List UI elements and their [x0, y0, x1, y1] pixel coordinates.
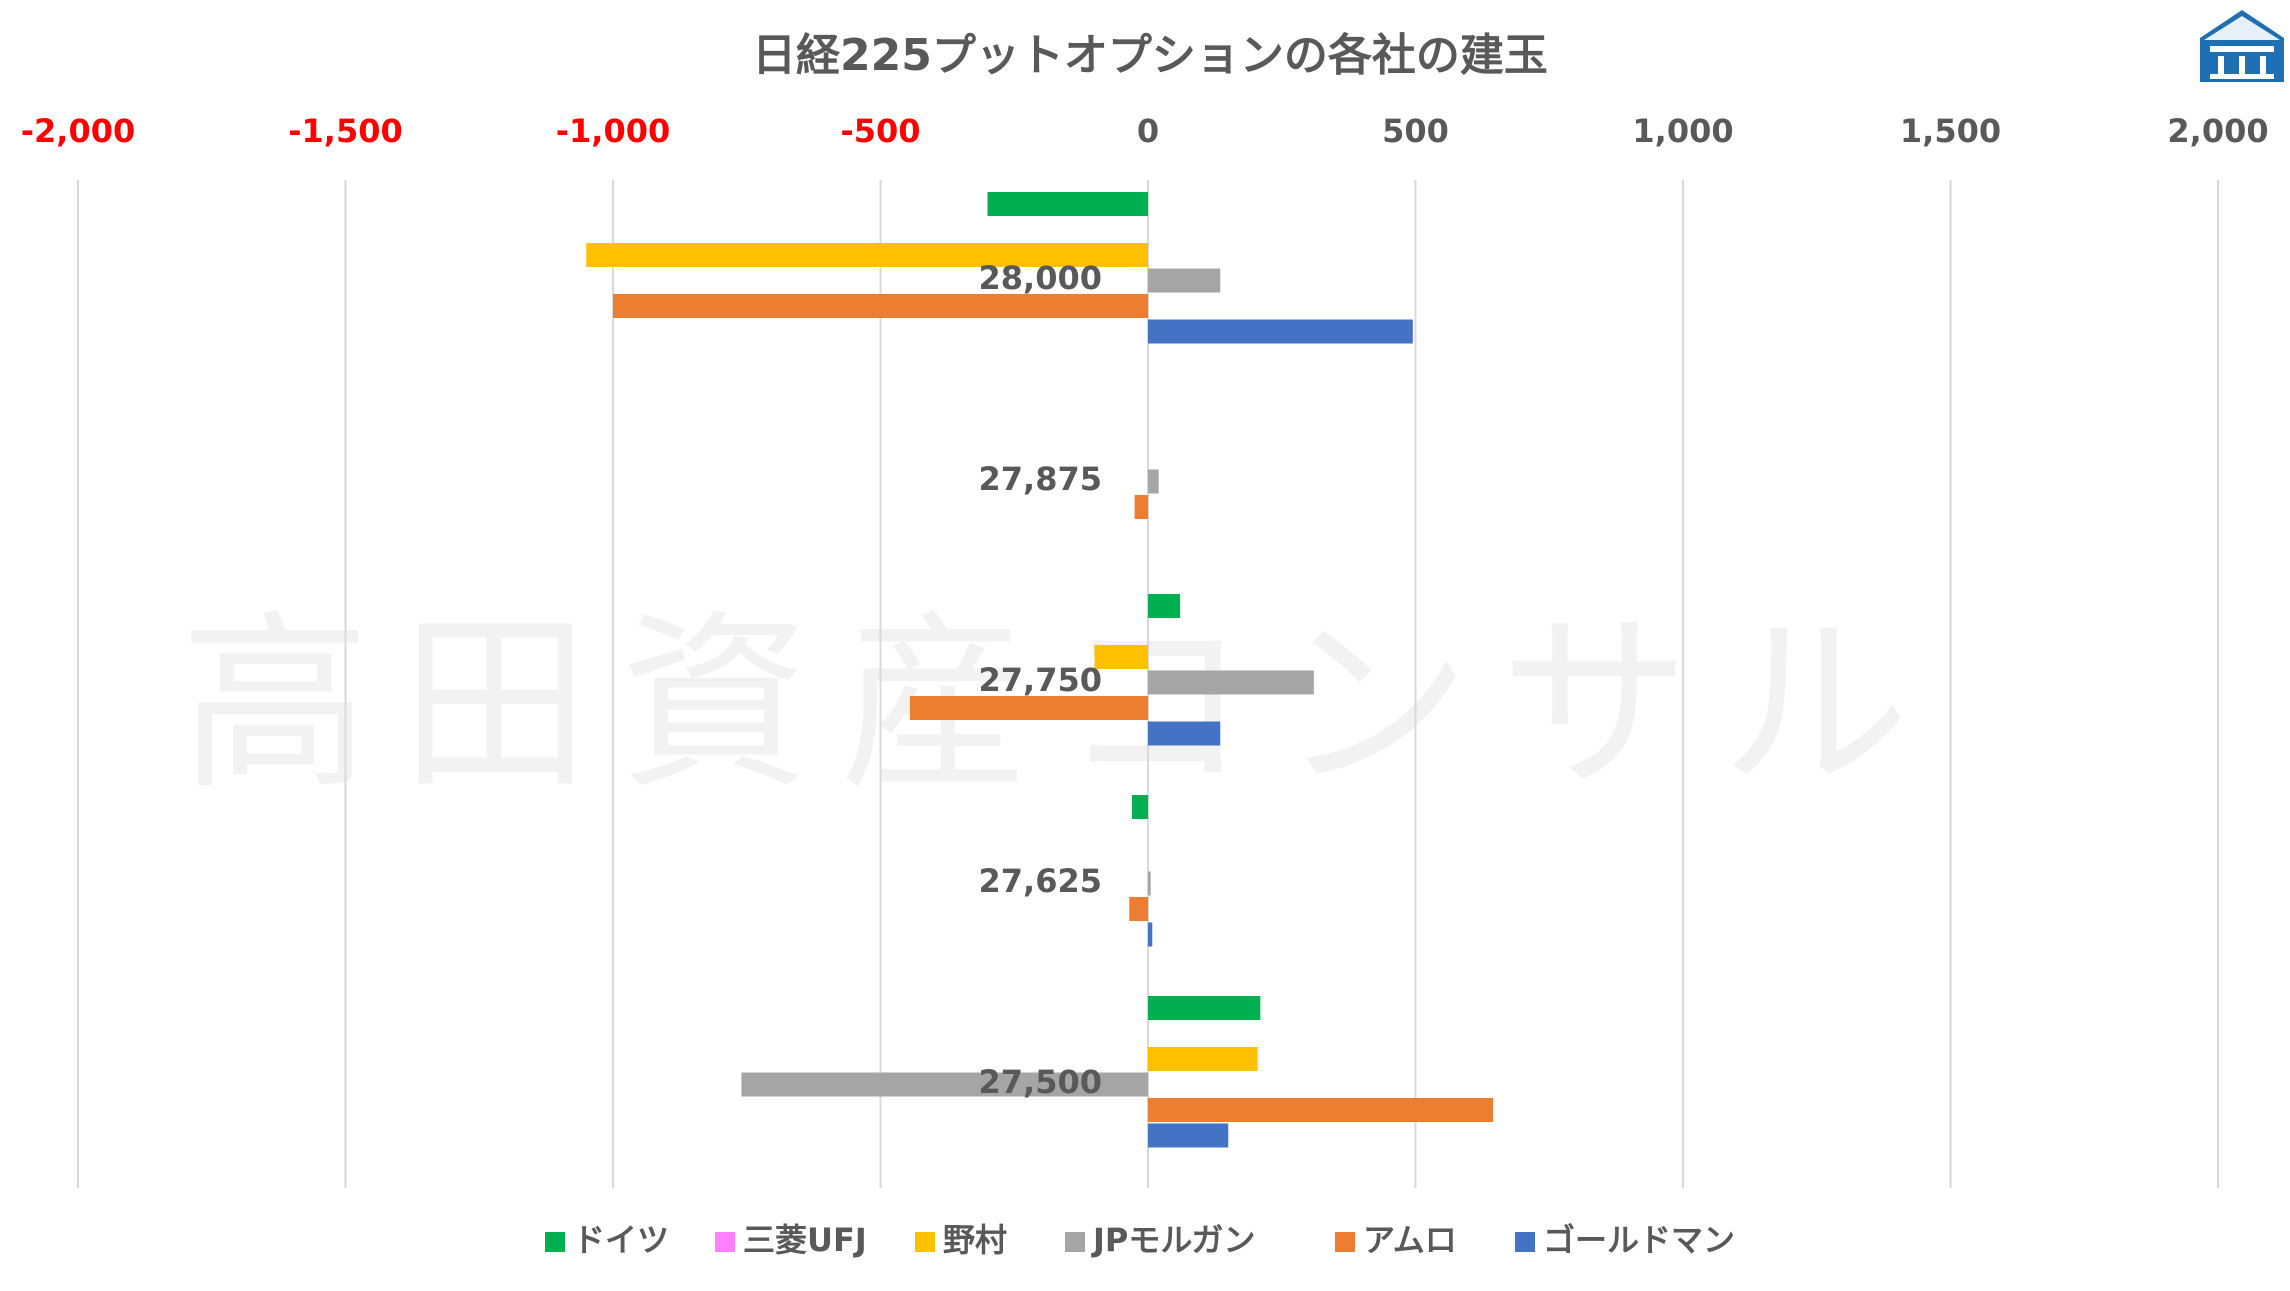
category-label: 27,875 — [979, 460, 1102, 498]
category-label: 27,500 — [979, 1063, 1102, 1101]
legend-swatch — [545, 1232, 565, 1252]
bar-野村-27,500 — [1148, 1047, 1258, 1071]
x-tick-label: -2,000 — [21, 112, 136, 150]
legend-swatch — [1515, 1232, 1535, 1252]
legend-swatch — [1335, 1232, 1355, 1252]
x-tick-label: 1,000 — [1632, 112, 1733, 150]
bar-アムロ-27,500 — [1148, 1098, 1494, 1122]
chart-title: 日経225プットオプションの各社の建玉 — [752, 30, 1548, 81]
legend-swatch — [915, 1232, 935, 1252]
bar-ドイツ-28,000 — [987, 192, 1148, 216]
bar-ドイツ-27,750 — [1148, 594, 1181, 618]
bar-JPモルガン-27,750 — [1148, 670, 1314, 695]
bar-JPモルガン-28,000 — [1148, 268, 1221, 293]
bar-野村-27,750 — [1094, 645, 1148, 669]
bar-ゴールドマン-27,750 — [1148, 721, 1221, 746]
x-tick-label: -500 — [840, 112, 920, 150]
legend-label: ドイツ — [573, 1221, 669, 1259]
legend-label: 三菱UFJ — [743, 1221, 867, 1259]
category-label: 28,000 — [979, 259, 1102, 297]
bar-アムロ-27,625 — [1129, 897, 1148, 921]
bar-アムロ-28,000 — [613, 294, 1148, 318]
logo-icon — [2200, 10, 2284, 82]
x-tick-label: -1,500 — [288, 112, 403, 150]
bar-ゴールドマン-27,500 — [1148, 1123, 1229, 1148]
legend: ドイツ 三菱UFJ 野村 JPモルガン アムロ ゴールドマン — [545, 1221, 1735, 1259]
x-tick-label: 0 — [1137, 112, 1159, 150]
x-tick-label: -1,000 — [556, 112, 671, 150]
legend-label: 野村 — [943, 1221, 1007, 1259]
bar-アムロ-27,750 — [909, 696, 1148, 720]
bar-JPモルガン-27,875 — [1148, 469, 1159, 494]
bar-ゴールドマン-28,000 — [1148, 319, 1413, 344]
x-tick-labels: -2,000 -1,500 -1,000 -500 0 500 1,000 1,500 2,00… — [21, 112, 2269, 150]
bar-野村-28,000 — [586, 243, 1148, 267]
legend-label: JPモルガン — [1091, 1221, 1255, 1259]
category-label: 27,625 — [979, 862, 1102, 900]
x-tick-label: 500 — [1382, 112, 1449, 150]
bar-ゴールドマン-27,625 — [1148, 922, 1153, 947]
legend-swatch — [715, 1232, 735, 1252]
bar-ドイツ-27,500 — [1148, 996, 1261, 1020]
category-labels: 28,000 27,875 27,750 27,625 27,500 — [979, 259, 1102, 1101]
bar-アムロ-27,875 — [1134, 495, 1148, 519]
x-tick-label: 2,000 — [2167, 112, 2268, 150]
legend-swatch — [1065, 1232, 1085, 1252]
bar-ドイツ-27,625 — [1131, 795, 1148, 819]
legend-label: ゴールドマン — [1543, 1221, 1735, 1259]
bar-JPモルガン-27,625 — [1148, 871, 1151, 896]
bars — [586, 192, 1494, 1148]
grid-lines — [77, 180, 2219, 1188]
bar-JPモルガン-27,500 — [741, 1072, 1148, 1097]
category-label: 27,750 — [979, 661, 1102, 699]
legend-label: アムロ — [1363, 1221, 1457, 1259]
x-tick-label: 1,500 — [1900, 112, 2001, 150]
